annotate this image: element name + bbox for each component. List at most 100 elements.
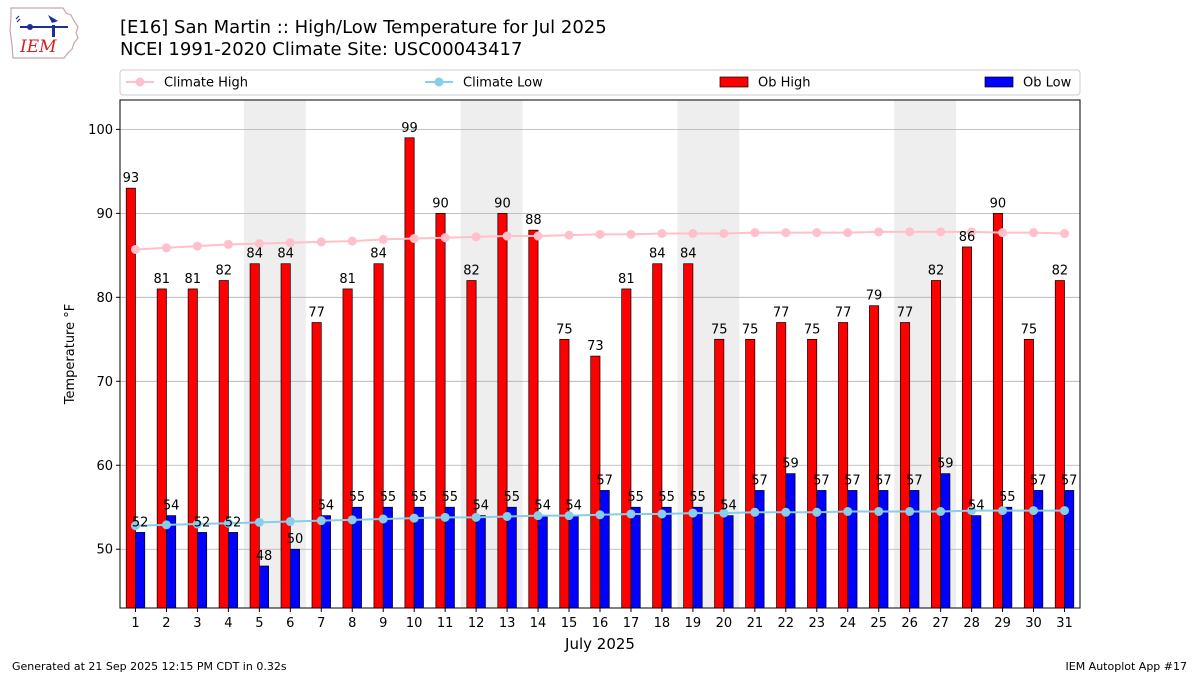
ob-high-label: 79 xyxy=(866,289,883,304)
ob-low-bar xyxy=(1002,506,1013,609)
x-tick-label: 3 xyxy=(193,616,201,631)
ob-high-bar xyxy=(435,213,446,609)
climate-high-point xyxy=(192,241,202,251)
ob-high-label: 86 xyxy=(959,230,976,245)
ob-low-bar xyxy=(135,532,146,609)
climate-high-point xyxy=(595,229,605,239)
ob-low-bar xyxy=(630,506,641,609)
climate-high-point xyxy=(440,233,450,243)
ob-high-label: 75 xyxy=(742,322,759,337)
ob-low-bar xyxy=(166,515,177,609)
ob-high-label: 75 xyxy=(711,322,728,337)
logo-text: IEM xyxy=(19,37,57,57)
ob-high-label: 75 xyxy=(804,322,821,337)
iem-logo: IEM xyxy=(8,5,80,59)
legend-ob-low-label: Ob Low xyxy=(1023,76,1072,91)
legend-climate-high-swatch-marker xyxy=(135,77,145,87)
legend-ob-low-swatch xyxy=(984,76,1014,88)
y-tick-label: 70 xyxy=(96,375,113,390)
ob-low-label: 55 xyxy=(627,490,644,505)
climate-high-point xyxy=(905,227,915,237)
x-tick-label: 15 xyxy=(561,616,578,631)
ob-high-bar xyxy=(1054,280,1065,609)
ob-low-bar xyxy=(506,506,517,609)
ob-high-label: 99 xyxy=(401,121,418,136)
climate-high-point xyxy=(843,228,853,238)
ob-low-bar xyxy=(475,515,486,609)
ob-low-label: 52 xyxy=(194,515,211,530)
climate-low-point xyxy=(409,513,419,523)
climate-low-point xyxy=(626,509,636,519)
x-tick-label: 30 xyxy=(1025,616,1042,631)
climate-high-point xyxy=(533,231,543,241)
ob-low-label: 57 xyxy=(875,473,892,488)
ob-high-label: 84 xyxy=(680,247,697,262)
ob-high-bar xyxy=(280,263,291,609)
ob-high-label: 90 xyxy=(432,196,449,211)
x-tick-label: 6 xyxy=(286,616,294,631)
x-tick-label: 8 xyxy=(348,616,356,631)
ob-high-bar xyxy=(683,263,694,609)
y-tick-label: 80 xyxy=(96,291,113,306)
climate-high-point xyxy=(409,234,419,244)
ob-low-label: 59 xyxy=(782,457,799,472)
ob-high-bar xyxy=(466,280,477,609)
ob-low-label: 55 xyxy=(658,490,675,505)
x-tick-label: 14 xyxy=(530,616,547,631)
x-tick-label: 23 xyxy=(809,616,826,631)
ob-high-bar xyxy=(621,288,632,609)
ob-low-bar xyxy=(320,515,331,609)
ob-low-bar xyxy=(197,532,208,609)
x-tick-label: 1 xyxy=(131,616,139,631)
climate-high-point xyxy=(285,238,295,248)
climate-low-point xyxy=(688,508,698,518)
ob-high-label: 81 xyxy=(618,272,635,287)
legend-box xyxy=(119,69,1081,96)
climate-high-point xyxy=(750,228,760,238)
climate-low-point xyxy=(502,511,512,521)
ob-high-label: 84 xyxy=(277,247,294,262)
climate-low-point xyxy=(161,520,171,530)
climate-low-point xyxy=(936,506,946,516)
climate-low-point xyxy=(843,506,853,516)
x-tick-label: 7 xyxy=(317,616,325,631)
ob-low-bar xyxy=(940,473,951,609)
x-tick-label: 26 xyxy=(901,616,918,631)
legend-ob-high-label: Ob High xyxy=(758,76,811,91)
climate-low-point xyxy=(223,518,233,528)
climate-high-point xyxy=(719,229,729,239)
x-tick-label: 13 xyxy=(499,616,516,631)
ob-low-label: 55 xyxy=(380,490,397,505)
ob-high-label: 77 xyxy=(835,306,852,321)
x-tick-label: 28 xyxy=(963,616,980,631)
x-tick-label: 25 xyxy=(870,616,887,631)
ob-low-label: 55 xyxy=(689,490,706,505)
ob-low-label: 54 xyxy=(534,499,551,514)
climate-high-point xyxy=(874,227,884,237)
ob-high-label: 81 xyxy=(154,272,171,287)
climate-high-point xyxy=(254,239,264,249)
ob-low-label: 57 xyxy=(1030,473,1047,488)
x-tick-label: 17 xyxy=(623,616,640,631)
ob-low-label: 57 xyxy=(596,473,613,488)
ob-low-bar xyxy=(259,565,269,609)
ob-low-label: 57 xyxy=(751,473,768,488)
ob-high-bar xyxy=(961,246,972,609)
ob-high-bar xyxy=(652,263,663,609)
ob-low-bar xyxy=(661,506,672,609)
climate-high-point xyxy=(781,228,791,238)
ob-high-bar xyxy=(404,137,415,609)
ob-high-bar xyxy=(218,280,229,609)
ob-low-bar xyxy=(228,532,239,609)
climate-high-point xyxy=(967,227,977,237)
climate-high-point xyxy=(471,232,481,242)
climate-low-point xyxy=(781,507,791,517)
ob-high-bar xyxy=(714,338,725,609)
ob-low-label: 52 xyxy=(132,515,149,530)
ob-high-label: 75 xyxy=(1021,322,1038,337)
y-tick-label: 90 xyxy=(96,207,113,222)
ob-low-bar xyxy=(723,515,734,609)
y-tick-label: 50 xyxy=(96,543,113,558)
legend-climate-low-label: Climate Low xyxy=(463,76,543,91)
